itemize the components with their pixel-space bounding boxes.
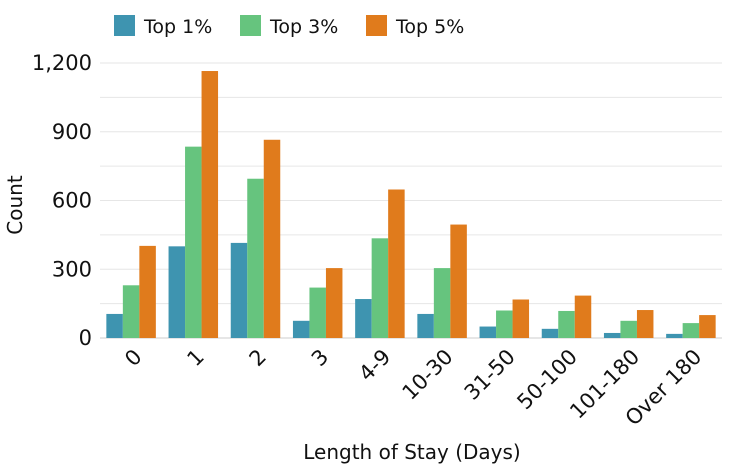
bar-top-5--6: [512, 299, 530, 338]
bar-top-5--8: [636, 310, 654, 338]
bar-top-5--5: [450, 224, 467, 338]
bar-top-3--6: [496, 310, 513, 338]
y-tick-label: 600: [52, 189, 92, 213]
bar-top-3--9: [682, 323, 700, 338]
x-axis-title: Length of Stay (Days): [303, 440, 520, 464]
bar-top-1--2: [230, 242, 248, 338]
x-tick-label: 4-9: [354, 345, 395, 386]
y-tick-label: 1,200: [32, 51, 92, 75]
x-tick-label: 2: [245, 345, 271, 371]
bar-top-5--0: [139, 245, 156, 339]
y-tick-label: 900: [52, 120, 92, 144]
x-tick-label: 3: [307, 345, 333, 371]
bar-top-5--3: [325, 268, 343, 338]
bar-top-1--9: [666, 333, 683, 339]
y-tick-label: 300: [52, 257, 92, 281]
bar-top-5--7: [574, 295, 592, 338]
legend-label: Top 3%: [269, 16, 338, 38]
y-tick-label: 0: [79, 326, 92, 350]
bar-top-5--4: [388, 189, 405, 338]
bar-top-3--2: [247, 178, 264, 338]
x-tick-label: 1: [182, 345, 208, 371]
bar-top-1--8: [603, 332, 621, 338]
bar-top-3--0: [122, 285, 140, 338]
bar-top-5--1: [201, 71, 219, 339]
bar-top-3--4: [371, 238, 389, 338]
legend-label: Top 1%: [143, 16, 212, 38]
legend-label: Top 5%: [395, 16, 464, 38]
bar-top-1--4: [355, 299, 372, 338]
x-tick-label: 31-50: [460, 345, 520, 405]
legend-swatch: [240, 15, 261, 36]
bar-top-1--3: [292, 320, 310, 338]
x-tick-label: 0: [120, 345, 146, 371]
bar-top-3--8: [620, 320, 637, 338]
bar-top-3--7: [558, 310, 575, 338]
legend-swatch: [366, 15, 387, 36]
bar-top-3--3: [309, 287, 326, 338]
bar-top-1--5: [417, 313, 434, 338]
bars: [106, 71, 716, 339]
bar-top-1--6: [479, 326, 497, 338]
bar-top-5--2: [263, 139, 281, 338]
x-tick-label: 10-30: [398, 345, 458, 405]
legend: Top 1% Top 3% Top 5%: [114, 15, 464, 38]
bar-top-1--1: [168, 246, 186, 338]
bar-top-5--9: [699, 315, 716, 338]
legend-swatch: [114, 15, 135, 36]
y-axis-title: Count: [3, 175, 27, 235]
bar-top-1--7: [541, 328, 559, 338]
bar-top-3--1: [185, 146, 202, 338]
bar-top-3--5: [433, 268, 451, 338]
y-axis-ticks: 0 300 600 900 1,200: [32, 51, 92, 350]
bar-top-1--0: [106, 313, 123, 338]
